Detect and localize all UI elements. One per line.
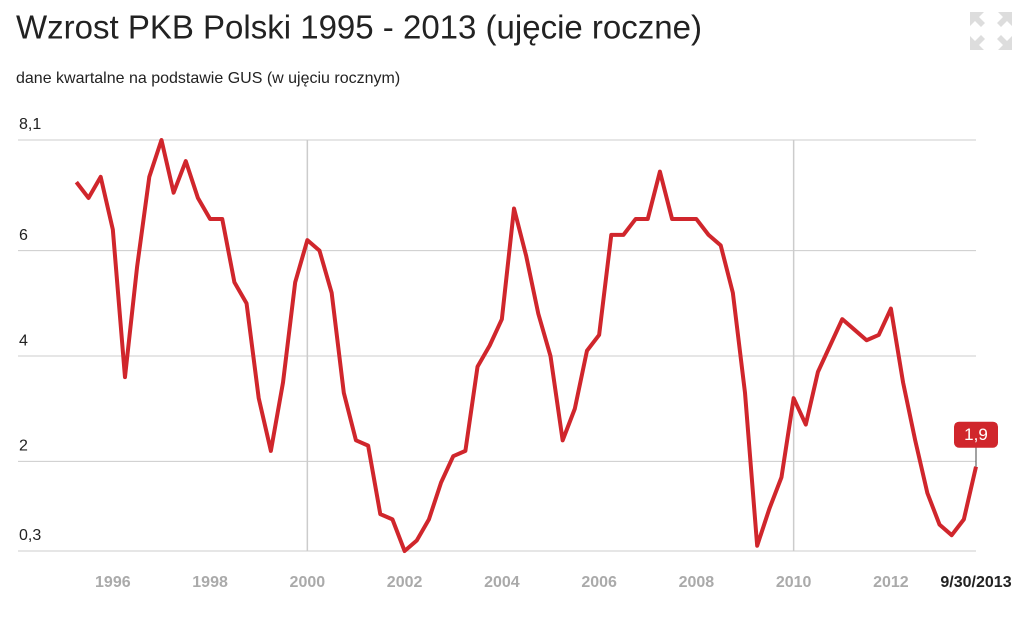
x-tick-label: 2002 (387, 574, 423, 591)
x-tick-label: 2006 (581, 574, 617, 591)
y-tick-label: 8,1 (19, 116, 41, 133)
x-tick-label: 2004 (484, 574, 520, 591)
x-tick-label: 1998 (192, 574, 228, 591)
data-line (74, 138, 978, 553)
label-bubble (954, 421, 998, 448)
fullscreen-icon[interactable] (970, 12, 1012, 50)
x-tick-label: 1996 (95, 574, 131, 591)
x-highlight-label: 9/30/2013 (940, 574, 1011, 591)
y-tick-label: 6 (19, 227, 28, 244)
chart-title: Wzrost PKB Polski 1995 - 2013 (ujęcie ro… (16, 9, 702, 46)
x-tick-label: 2010 (776, 574, 812, 591)
x-tick-label: 2000 (290, 574, 326, 591)
chart-subtitle: dane kwartalne na podstawie GUS (w ujęci… (16, 70, 400, 87)
y-tick-label: 2 (19, 438, 28, 455)
y-tick-label: 4 (19, 332, 28, 349)
y-tick-label: 0,3 (19, 527, 41, 544)
x-tick-label: 2008 (679, 574, 715, 591)
x-tick-label: 2012 (873, 574, 909, 591)
value-label: 1,9 (964, 425, 988, 444)
